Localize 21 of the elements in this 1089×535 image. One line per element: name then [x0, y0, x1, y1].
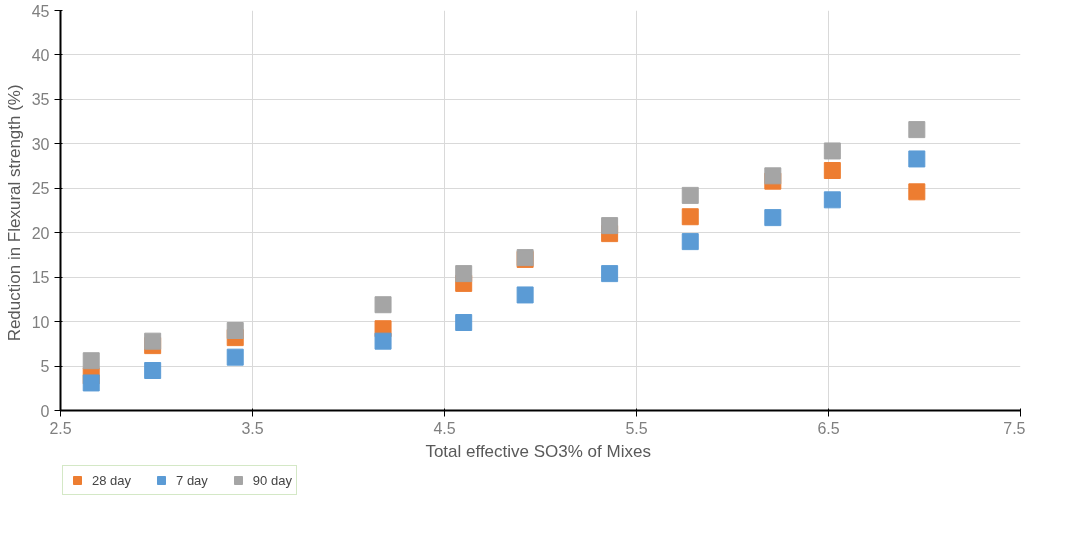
- y-tick-label: 40: [31, 46, 50, 64]
- y-tick-label: 30: [31, 135, 50, 153]
- x-tick-label: 7.5: [1003, 419, 1026, 437]
- y-tick-label: 5: [40, 358, 50, 376]
- y-tick-label: 35: [31, 91, 50, 109]
- x-tick-label: 3.5: [241, 419, 264, 437]
- x-tick-label: 2.5: [49, 419, 72, 437]
- y-tick-label: 25: [31, 180, 50, 198]
- y-tick-label: 20: [31, 224, 50, 242]
- x-tick-label: 4.5: [433, 419, 456, 437]
- x-tick-label: 5.5: [625, 419, 648, 437]
- y-tick-label: 15: [31, 269, 50, 287]
- y-tick-label: 10: [31, 313, 50, 331]
- y-tick-label: 45: [31, 2, 50, 20]
- legend-label: 90 day: [252, 472, 292, 488]
- legend-label: 28 day: [92, 472, 132, 488]
- x-tick-label: 6.5: [817, 419, 840, 437]
- y-axis-title: Reduction in Flexural strength (%): [4, 84, 24, 342]
- legend-label: 7 day: [176, 472, 208, 488]
- x-axis-title: Total effective SO3% of Mixes: [425, 441, 651, 461]
- y-tick-label: 0: [40, 402, 50, 420]
